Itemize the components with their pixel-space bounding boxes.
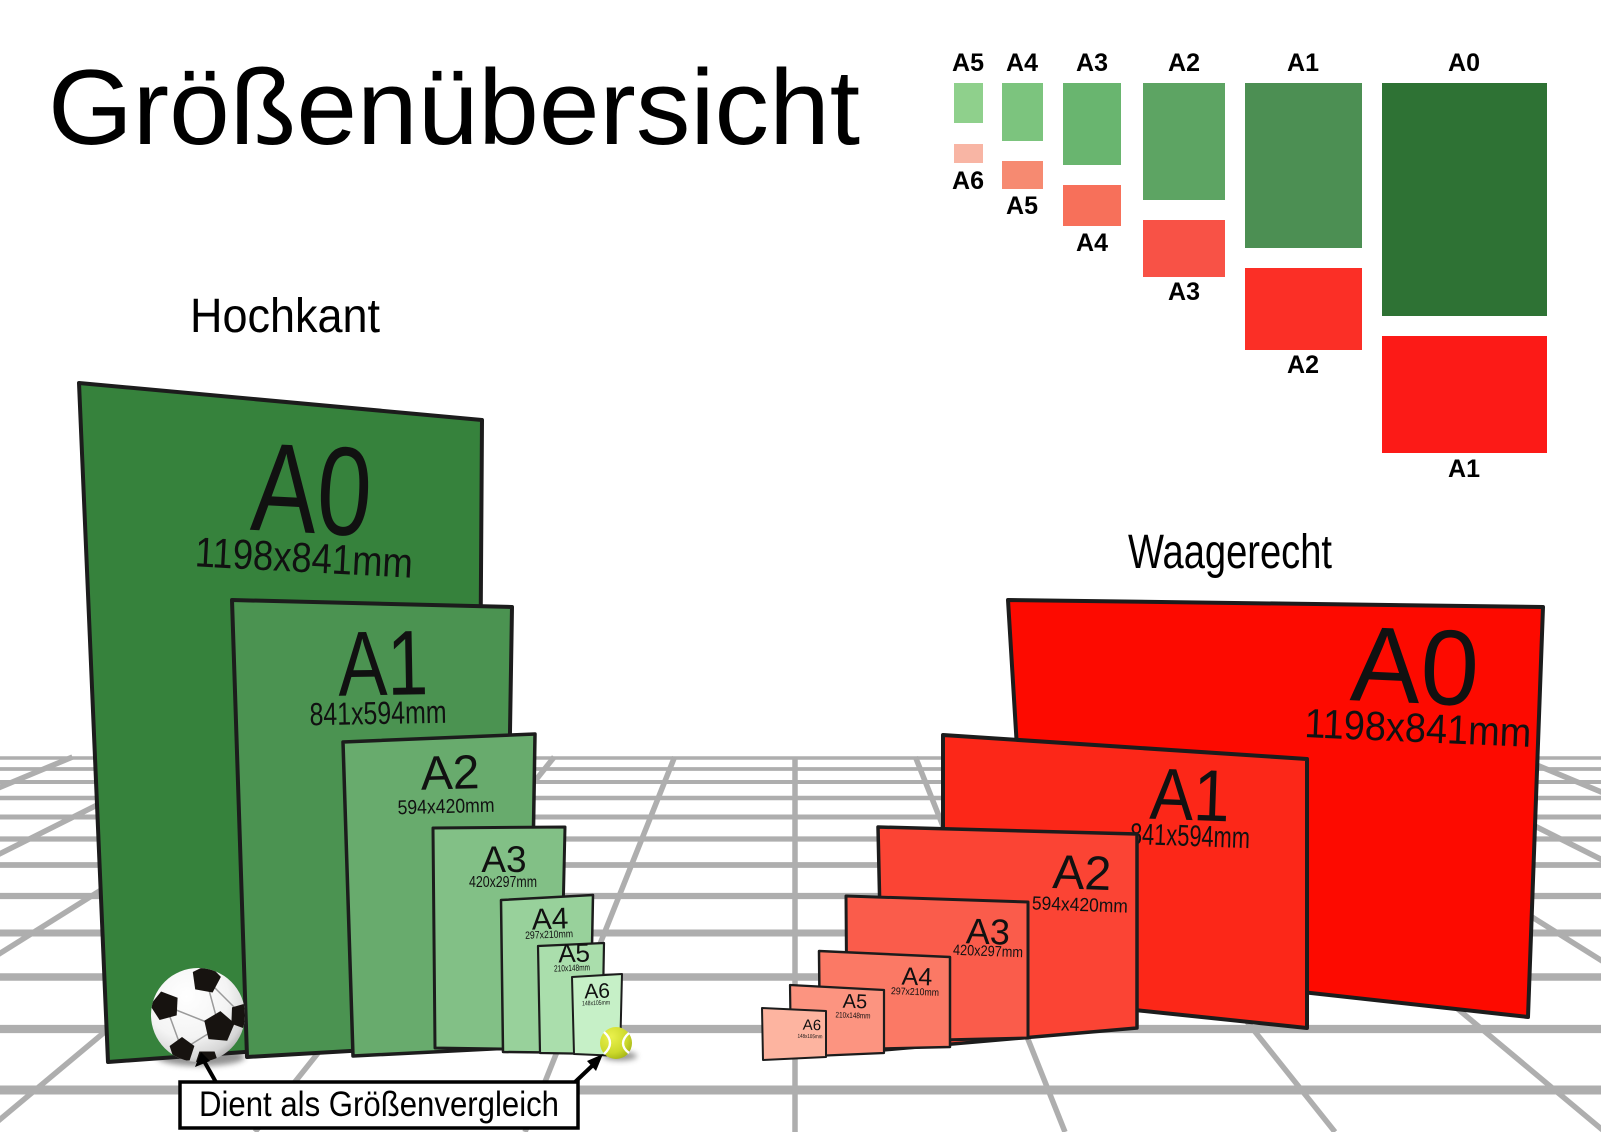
- landscape-panel-a1-label: A1: [1149, 754, 1232, 838]
- portrait-panel-a4-dims: 297x210mm: [525, 928, 574, 942]
- legend-top-label: A0: [1448, 49, 1480, 77]
- legend-top-label: A2: [1168, 49, 1200, 77]
- legend-landscape-swatch: [954, 144, 983, 163]
- legend-top-label: A3: [1076, 49, 1108, 77]
- tennis-ball-seam: [603, 1031, 612, 1055]
- floor-grid-line: [0, 754, 195, 857]
- legend-top-label: A1: [1287, 49, 1319, 77]
- legend-bottom-label: A5: [1006, 192, 1038, 220]
- size-legend: A5 A6 A4 A5 A3 A4 A2 A3 A1 A2: [952, 49, 1547, 483]
- legend-column-2: A3 A4: [1063, 49, 1121, 257]
- legend-column-1: A4 A5: [1002, 49, 1043, 220]
- caption-arrow-left-head: [195, 1052, 210, 1067]
- landscape-panel-a3-label: A3: [965, 910, 1010, 953]
- landscape-panel-a6: A6 148x105mm: [761, 1007, 827, 1061]
- portrait-panel-a0-label: A0: [248, 416, 375, 563]
- legend-column-5: A0 A1: [1382, 49, 1547, 483]
- portrait-panel-a1-dims: 841x594mm: [309, 694, 447, 732]
- landscape-panel-a6-dims: 148x105mm: [797, 1034, 823, 1041]
- portrait-panel-a6-dims: 148x105mm: [582, 1000, 610, 1008]
- legend-landscape-swatch: [1063, 185, 1121, 226]
- legend-bottom-label: A6: [952, 167, 984, 195]
- soccer-ball: [151, 968, 245, 1062]
- legend-portrait-swatch: [1002, 83, 1043, 141]
- landscape-panel-a5-label: A5: [842, 991, 867, 1014]
- portrait-panel-a4-label: A4: [531, 902, 569, 936]
- caption-box: [178, 1080, 580, 1130]
- landscape-panel-a5-dims: 210x148mm: [835, 1010, 871, 1020]
- landscape-panel-a0-label: A0: [1348, 603, 1481, 728]
- legend-portrait-swatch: [954, 83, 983, 123]
- legend-bottom-label: A3: [1168, 278, 1200, 306]
- legend-column-3: A2 A3: [1143, 49, 1225, 306]
- portrait-panel-a2-dims: 594x420mm: [397, 795, 495, 820]
- legend-bottom-label: A4: [1076, 229, 1108, 257]
- portrait-panel-a5-dims: 210x148mm: [554, 962, 590, 973]
- legend-bottom-label: A1: [1448, 455, 1480, 483]
- legend-bottom-label: A2: [1287, 351, 1319, 379]
- landscape-panel-a1-dims: 841x594mm: [1129, 818, 1250, 855]
- legend-portrait-swatch: [1143, 83, 1225, 200]
- landscape-panel-a0-dims: 1198x841mm: [1304, 700, 1533, 756]
- legend-landscape-swatch: [1143, 220, 1225, 277]
- portrait-heading: Hochkant: [190, 290, 380, 343]
- portrait-panel-a0-dims: 1198x841mm: [194, 528, 414, 586]
- landscape-heading: Waagerecht: [1128, 526, 1332, 579]
- landscape-panel-a2-dims: 594x420mm: [1032, 893, 1129, 917]
- caption-group: Dient als Größenvergleich: [178, 1052, 603, 1130]
- soccer-ball-pattern: [151, 968, 245, 1062]
- tennis-ball-seam: [621, 1032, 630, 1054]
- legend-column-0: A5 A6: [952, 49, 984, 195]
- legend-landscape-swatch: [1382, 336, 1547, 453]
- portrait-panel-a5-label: A5: [558, 937, 591, 968]
- legend-portrait-swatch: [1245, 83, 1362, 248]
- caption-text: Dient als Größenvergleich: [199, 1085, 559, 1124]
- landscape-panel-a3-dims: 420x297mm: [953, 942, 1024, 961]
- landscape-panel-a4-dims: 297x210mm: [891, 986, 939, 999]
- landscape-panel-a6-sheet: [761, 1007, 827, 1061]
- legend-portrait-swatch: [1063, 83, 1121, 165]
- landscape-panel-a6-label: A6: [803, 1017, 822, 1035]
- legend-portrait-swatch: [1382, 83, 1547, 316]
- portrait-panel-a2-label: A2: [420, 746, 480, 801]
- page-title: Größenübersicht: [48, 47, 860, 167]
- portrait-panel-stack: A0 1198x841mm A1 841x594mm A2 594x420mm …: [77, 381, 623, 1064]
- caption-arrow-right-head: [587, 1054, 603, 1071]
- legend-top-label: A5: [952, 49, 984, 77]
- legend-top-label: A4: [1006, 49, 1038, 77]
- tennis-ball: [600, 1027, 632, 1059]
- landscape-panel-a2-label: A2: [1052, 846, 1113, 901]
- landscape-panel-stack: A0 1198x841mm A1 841x594mm A2 594x420mm …: [761, 598, 1545, 1061]
- portrait-panel-a3-label: A3: [481, 839, 526, 880]
- legend-column-4: A1 A2: [1245, 49, 1362, 379]
- legend-landscape-swatch: [1245, 268, 1362, 350]
- caption-arrow-left: [202, 1060, 219, 1085]
- portrait-panel-a3-dims: 420x297mm: [469, 874, 537, 891]
- portrait-panel-a6-label: A6: [584, 980, 610, 1004]
- portrait-panel-a1-label: A1: [337, 612, 429, 716]
- legend-landscape-swatch: [1002, 161, 1043, 189]
- landscape-panel-a4-label: A4: [901, 962, 933, 991]
